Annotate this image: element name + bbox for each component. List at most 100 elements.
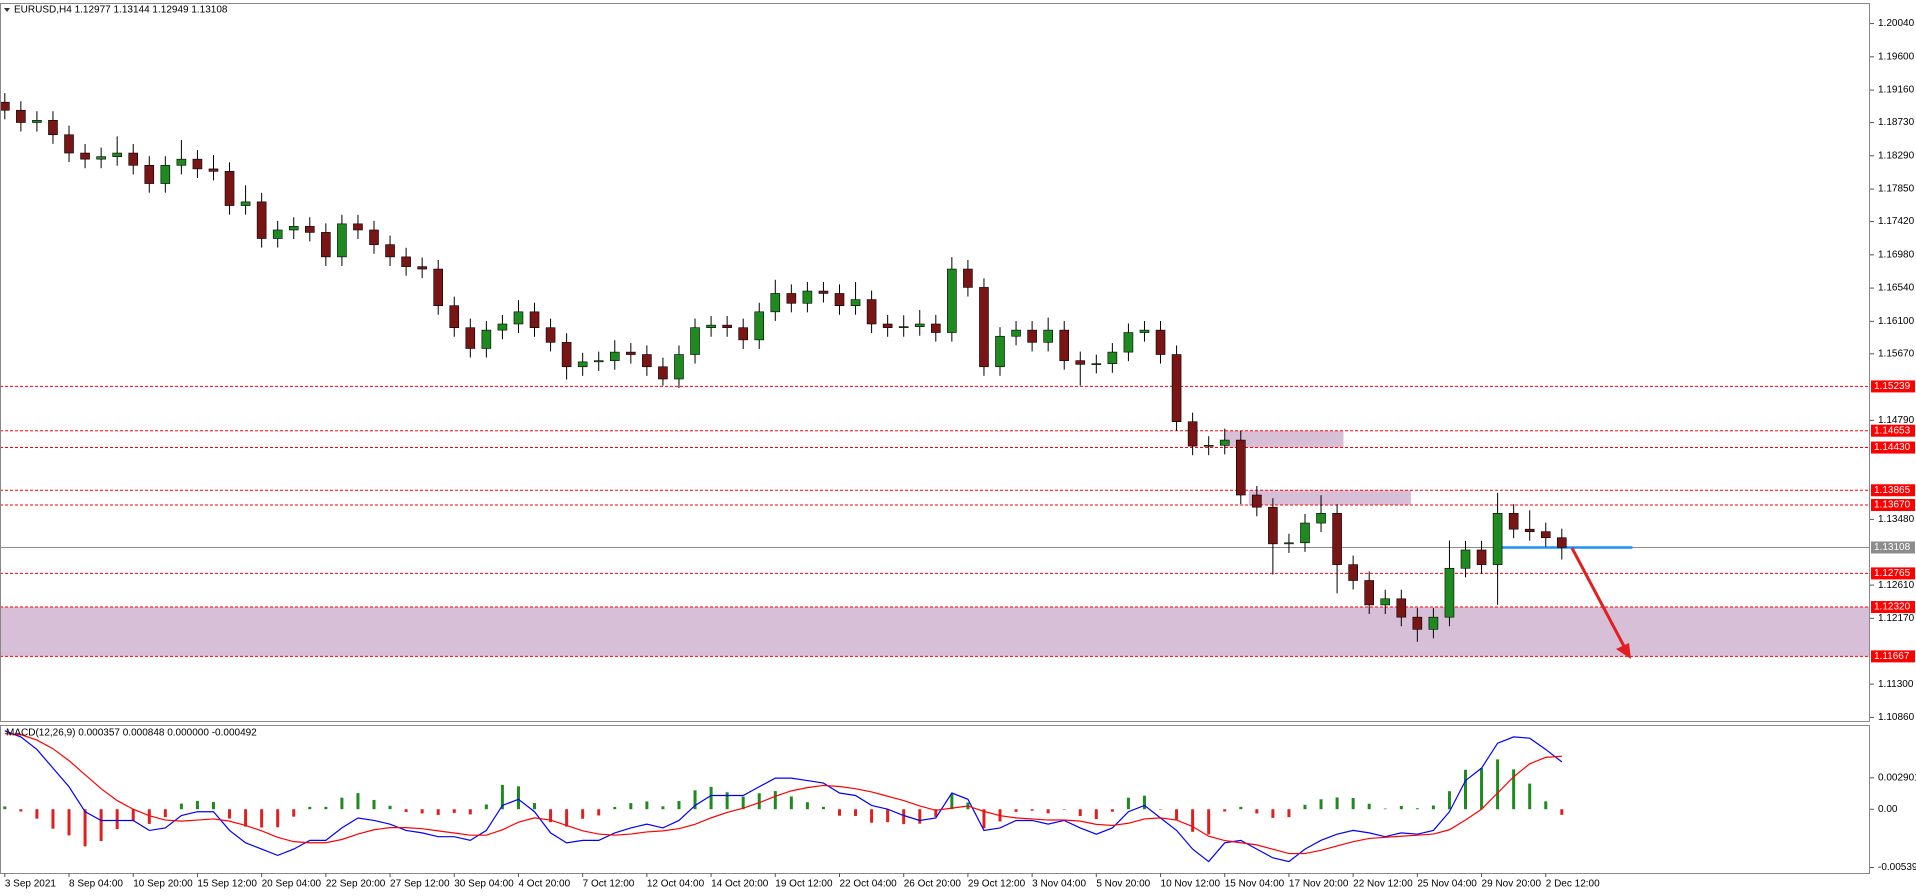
level-label-box (1871, 650, 1915, 663)
candle-body (1155, 329, 1166, 355)
histogram-bar (1415, 808, 1419, 810)
candle-body (545, 327, 556, 343)
x-tick-label: 3 Sep 2021 (5, 879, 57, 890)
candle-body (144, 164, 155, 184)
x-tick-label: 17 Nov 20:00 (1289, 879, 1349, 890)
histogram-bar (404, 809, 408, 813)
menu-triangle[interactable] (4, 8, 10, 12)
histogram-bar (1464, 769, 1468, 810)
y-tick-label: 1.11300 (1878, 679, 1914, 690)
histogram-bar (452, 809, 456, 813)
candle-body (1412, 616, 1423, 630)
candle-body (1235, 439, 1246, 496)
histogram-bar (902, 809, 906, 825)
arrow-shaft (1570, 547, 1628, 651)
x-tick-label: 3 Nov 04:00 (1032, 879, 1086, 890)
histogram-bar (597, 809, 601, 816)
histogram-bar (581, 809, 585, 819)
histogram-bar (516, 786, 520, 810)
histogram-bar (1319, 799, 1323, 810)
candle-body (898, 326, 909, 328)
candle-body (1171, 354, 1182, 423)
candle-body (722, 324, 732, 328)
candle-body (1252, 494, 1262, 508)
zone (1224, 430, 1344, 448)
histogram-bar (1110, 809, 1114, 812)
histogram-bar (260, 809, 264, 828)
level-label: 1.15239 (1874, 381, 1911, 392)
y-tick-label: 1.18290 (1878, 150, 1915, 161)
zones (0, 430, 1870, 657)
candle-body (1091, 363, 1102, 365)
histogram-bar (821, 806, 825, 810)
y-tick-label: 1.16100 (1878, 316, 1915, 327)
candle-body (256, 201, 267, 239)
y-tick-label: 1.12610 (1878, 580, 1915, 591)
candle-body (1284, 542, 1294, 545)
x-tick-label: 26 Oct 20:00 (904, 879, 962, 890)
histogram-bar (195, 800, 199, 810)
histogram-bar (115, 809, 119, 830)
y-tick-label: 1.14790 (1878, 415, 1915, 426)
x-tick-label: 30 Sep 04:00 (454, 879, 514, 890)
candle-body (1348, 564, 1358, 581)
histogram-bar (773, 791, 777, 810)
histogram-bar (436, 809, 440, 816)
macd-line (4, 730, 1563, 863)
histogram-bar (211, 801, 215, 810)
candle-body (369, 229, 379, 245)
candle-body (337, 223, 347, 258)
x-tick-label: 15 Nov 04:00 (1225, 879, 1285, 890)
level-label-box (1871, 499, 1915, 512)
histogram-bar (837, 809, 841, 816)
histogram-bar (1223, 809, 1227, 812)
candle-body (866, 299, 877, 325)
candle-body (914, 323, 925, 327)
histogram-bar (1030, 809, 1034, 811)
x-tick-label: 8 Sep 04:00 (69, 879, 123, 890)
histogram-bar (388, 805, 392, 810)
zone (0, 607, 1870, 657)
candle-body (1268, 506, 1278, 545)
histogram-bar (324, 806, 328, 810)
histogram-bar (1271, 809, 1275, 818)
candle-body (288, 226, 299, 231)
candle-body (963, 268, 973, 288)
histogram-bar (645, 801, 649, 810)
histogram-bar (1078, 809, 1082, 817)
candle-body (706, 324, 716, 328)
histogram-bar (340, 797, 344, 810)
candle-body (770, 293, 781, 313)
histogram-bar (1014, 809, 1018, 812)
candle-body (176, 158, 187, 166)
level-label-box (1871, 484, 1915, 497)
candle-body (802, 290, 813, 304)
histogram-bar (1159, 809, 1163, 810)
candle-body (1460, 549, 1471, 569)
histogram-bar (1447, 791, 1451, 810)
candle-body (1059, 329, 1070, 361)
y-tick-label: 1.19600 (1878, 51, 1915, 62)
histogram-bar (179, 803, 183, 810)
x-tick-label: 10 Sep 20:00 (133, 879, 193, 890)
candle-body (481, 329, 492, 349)
histogram-bar (886, 809, 890, 823)
candle-body (1444, 567, 1455, 618)
candle-body (32, 120, 42, 123)
histogram-bar (1062, 809, 1066, 810)
candle-body (1428, 616, 1439, 630)
histogram-bar (854, 809, 858, 817)
candle-body (1540, 531, 1551, 539)
candle-body (1508, 513, 1519, 530)
candle-body (529, 311, 540, 328)
current-price-box (1871, 541, 1915, 554)
main-panel: 1.20040 1.19600 1.19160 1.18730 1.18290 1.178… (0, 18, 1915, 723)
candle-body (0, 101, 10, 111)
histogram-bar (1335, 797, 1339, 810)
candle-body (931, 323, 941, 333)
histogram-bar (308, 806, 312, 810)
candle-body (401, 256, 411, 267)
x-tick-label: 14 Oct 20:00 (711, 879, 769, 890)
candle-body (995, 335, 1005, 368)
